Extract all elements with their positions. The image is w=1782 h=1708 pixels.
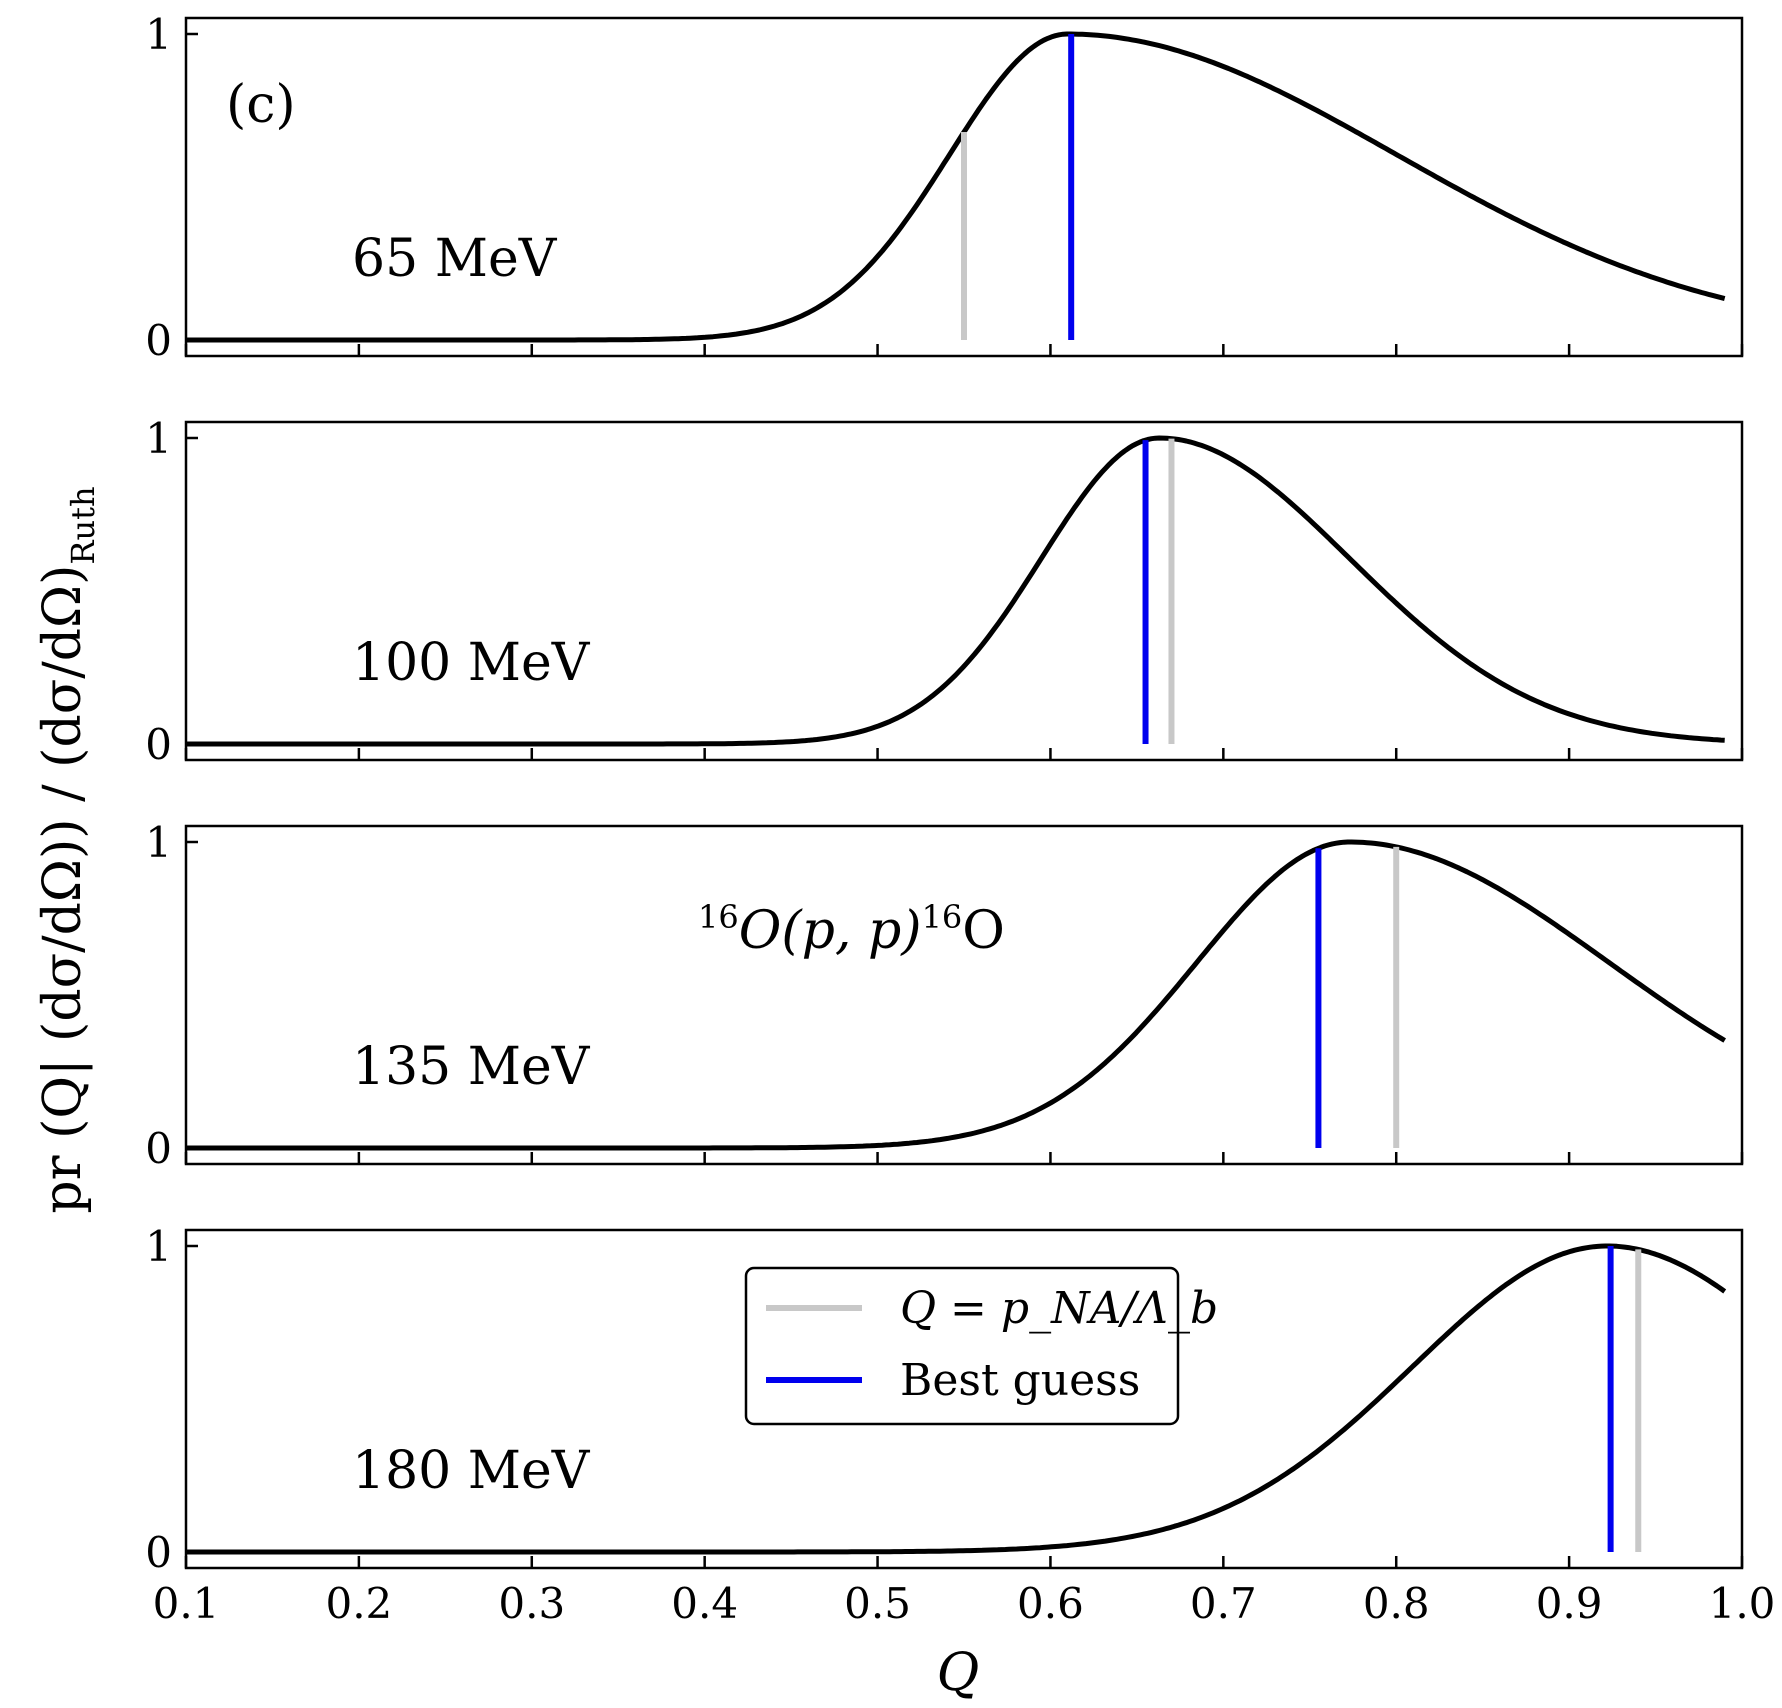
panel-4: 0.1 0.2 0.3 0.4 0.5 0.6 0.7 0.8 0.9 1.0 0 1 180 MeV (145, 1222, 1775, 1628)
y-tick-label: 0 (145, 1528, 172, 1577)
y-tick-label: 1 (145, 10, 172, 59)
reaction-label: 16O(p, p)16O (698, 898, 1005, 961)
x-tick-label: 0.9 (1536, 1579, 1603, 1628)
curve-line (186, 839, 1726, 1151)
panel-frame (184, 420, 1744, 762)
reaction-sup-2: 16 (922, 898, 963, 936)
x-tick-label: 0.5 (844, 1579, 911, 1628)
x-tick-label: 0.7 (1190, 1579, 1257, 1628)
x-tick-label: 0.1 (153, 1579, 220, 1628)
x-tick-label: 0.2 (325, 1579, 392, 1628)
panel-frame (184, 1228, 1744, 1570)
panel-frame (184, 16, 1744, 358)
reaction-sup-1: 16 (698, 898, 739, 936)
panel-3: 0 1 135 MeV (145, 818, 1744, 1173)
reaction-core: O(p, p) (739, 901, 922, 961)
energy-label: 100 MeV (352, 633, 591, 693)
x-axis-title: Q (937, 1643, 980, 1703)
x-tick-label: 0.8 (1363, 1579, 1430, 1628)
legend: Q = p_NA/Λ_b Best guess (744, 1266, 1218, 1426)
y-tick-label: 1 (145, 818, 172, 867)
curve-line (186, 435, 1725, 747)
y-tick-label: 0 (145, 1124, 172, 1173)
y-tick-label: 0 (145, 720, 172, 769)
y-tick-label: 1 (145, 414, 172, 463)
x-tick-label: 1.0 (1709, 1579, 1776, 1628)
x-tick-label: 0.4 (671, 1579, 738, 1628)
y-axis-title-sub: Ruth (64, 486, 102, 564)
panel-label: (c) (226, 75, 296, 135)
panel-1: 0 1 65 MeV (145, 10, 1744, 365)
curve-line (186, 31, 1726, 343)
y-tick-label: 0 (145, 316, 172, 365)
reaction-tail: O (962, 901, 1005, 961)
x-tick-label: 0.6 (1017, 1579, 1084, 1628)
energy-label: 65 MeV (352, 229, 558, 289)
legend-label-q: Q = p_NA/Λ_b (900, 1283, 1218, 1334)
curve-line (186, 1243, 1727, 1555)
x-tick-label: 0.3 (498, 1579, 565, 1628)
energy-label: 135 MeV (352, 1037, 591, 1097)
y-tick-label: 1 (145, 1222, 172, 1271)
panel-2: 0 1 100 MeV (145, 414, 1744, 769)
y-axis-title-group: pr (Q| (dσ/dΩ)) / (dσ/dΩ)Ruth (33, 486, 102, 1213)
y-axis-title: pr (Q| (dσ/dΩ)) / (dσ/dΩ) (33, 565, 93, 1214)
energy-label: 180 MeV (352, 1441, 591, 1501)
panel-frame (184, 824, 1744, 1166)
svg-text:pr (Q| (dσ/dΩ)) / (dσ/dΩ)Ruth: pr (Q| (dσ/dΩ)) / (dσ/dΩ)Ruth (33, 486, 102, 1213)
legend-label-best-guess: Best guess (900, 1355, 1140, 1406)
